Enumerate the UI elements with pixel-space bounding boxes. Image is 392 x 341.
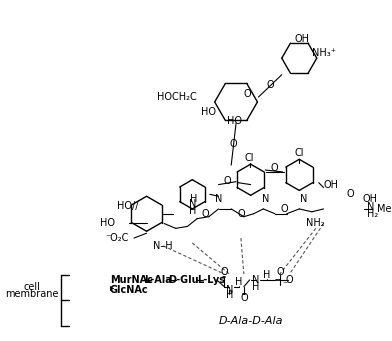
Text: ⁻O₂C: ⁻O₂C [106,233,129,243]
Text: D-Glu: D-Glu [168,275,199,285]
Text: ⁻: ⁻ [282,280,287,290]
Text: NH₂: NH₂ [307,219,325,228]
Text: HO//: HO// [117,201,139,211]
Text: H₂: H₂ [367,209,379,219]
Text: N: N [252,275,259,285]
Text: Me: Me [377,204,392,214]
Text: Cl: Cl [294,148,304,159]
Text: HOCH₂C: HOCH₂C [158,92,197,102]
Text: N: N [367,202,375,212]
Text: HO: HO [227,116,241,127]
Text: O: O [286,275,293,285]
Text: membrane: membrane [5,290,58,299]
Text: H: H [190,194,197,204]
Text: H: H [252,282,259,292]
Text: GlcNAc: GlcNAc [110,285,148,295]
Text: NH₃⁺: NH₃⁺ [312,48,336,58]
Text: H: H [235,277,243,287]
Text: N: N [189,199,196,209]
Text: N: N [300,194,308,204]
Text: O: O [223,176,231,186]
Text: HO: HO [201,107,216,117]
Text: O: O [237,209,245,219]
Text: N: N [261,194,269,204]
Text: O: O [347,189,355,199]
Text: L-Lys: L-Lys [197,275,225,285]
Text: O: O [201,209,209,219]
Text: O: O [281,204,289,214]
Text: O: O [221,267,228,277]
Text: H: H [225,291,233,300]
Text: OH: OH [295,34,310,44]
Text: O: O [229,139,237,149]
Text: Cl: Cl [245,153,254,163]
Text: OH: OH [323,180,339,190]
Text: O: O [270,163,278,173]
Text: O: O [276,267,284,277]
Text: H: H [189,206,196,216]
Text: D-Ala-D-Ala: D-Ala-D-Ala [218,316,283,326]
Text: O: O [240,293,248,303]
Text: OH: OH [363,194,377,204]
Text: N: N [215,194,222,204]
Text: N–H: N–H [153,241,173,251]
Text: O: O [244,89,252,99]
Text: H: H [263,270,271,280]
Text: cell: cell [24,282,40,292]
Text: N: N [225,285,233,295]
Text: L-Ala: L-Ala [144,275,172,285]
Text: HO: HO [100,218,114,227]
Text: O: O [266,80,274,90]
Text: MurNAc: MurNAc [110,275,152,285]
